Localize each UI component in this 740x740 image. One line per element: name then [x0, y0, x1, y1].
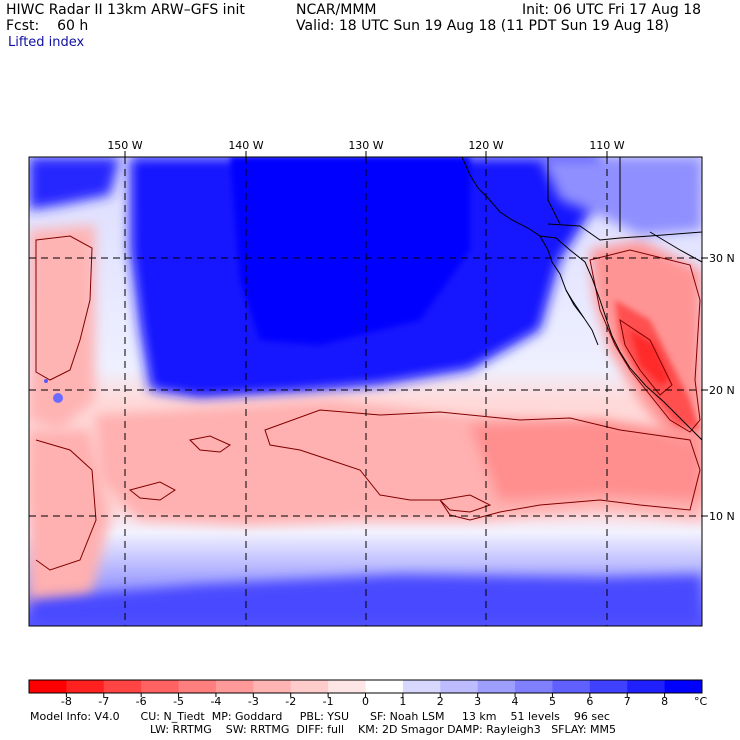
colorbar-swatch	[440, 680, 479, 693]
colorbar-swatch	[290, 680, 329, 693]
colorbar-tick-label: 4	[512, 695, 519, 708]
colorbar-swatch	[515, 680, 553, 693]
colorbar-swatch	[178, 680, 217, 693]
colorbar-swatch	[215, 680, 254, 693]
colorbar-tick-label: 2	[437, 695, 444, 708]
field-name: Lifted index	[8, 35, 85, 50]
colorbar-swatch	[664, 680, 703, 693]
colorbar-tick-label: -5	[173, 695, 184, 708]
colorbar-swatch	[66, 680, 105, 693]
lat-label-20n: 20 N	[709, 384, 735, 397]
colorbar-swatch	[103, 680, 142, 693]
fcst-label: Fcst:	[6, 18, 40, 34]
valid-time: Valid: 18 UTC Sun 19 Aug 18 (11 PDT Sun …	[296, 18, 670, 34]
fcst-value: 60 h	[57, 18, 89, 34]
organization: NCAR/MMM	[296, 2, 377, 18]
colorbar-swatch	[552, 680, 591, 693]
colorbar-tick-label: 5	[549, 695, 556, 708]
colorbar-tick-label: 1	[399, 695, 406, 708]
lon-label-120w: 120 W	[468, 139, 503, 152]
model-title: HIWC Radar II 13km ARW–GFS init	[6, 2, 245, 18]
colorbar-swatch	[253, 680, 292, 693]
lon-label-130w: 130 W	[348, 139, 383, 152]
colorbar: -8 -7 -6 -5 -4 -3 -2 -1 0 1 2 3 4 5 6 7 8	[28, 679, 703, 708]
colorbar-tick-label: 6	[586, 695, 593, 708]
colorbar-swatch	[141, 680, 180, 693]
model-info-line2: LW: RRTMG SW: RRTMG DIFF: full KM: 2D Sm…	[150, 723, 616, 736]
colorbar-tick-label: -7	[98, 695, 109, 708]
colorbar-tick-label: -3	[248, 695, 259, 708]
colorbar-tick-label: -1	[323, 695, 334, 708]
lat-label-10n: 10 N	[709, 510, 735, 523]
lat-label-30n: 30 N	[709, 252, 735, 265]
colorbar-unit: °C	[694, 695, 708, 708]
lon-label-110w: 110 W	[589, 139, 624, 152]
graticule	[29, 157, 702, 626]
colorbar-swatch	[589, 680, 628, 693]
colorbar-swatch	[627, 680, 666, 693]
forecast-hour: Fcst: 60 h	[6, 18, 88, 34]
colorbar-tick-label: 0	[362, 695, 369, 708]
contour-lines	[35, 235, 701, 571]
colorbar-swatch	[29, 680, 67, 693]
colorbar-tick-label: 8	[661, 695, 668, 708]
lon-label-140w: 140 W	[228, 139, 263, 152]
colorbar-tick-label: -6	[136, 695, 147, 708]
colorbar-tick-label: 7	[624, 695, 631, 708]
frame-ticks	[124, 151, 708, 517]
colorbar-swatch	[365, 680, 404, 693]
lon-label-150w: 150 W	[107, 139, 142, 152]
model-info-line1: Model Info: V4.0 CU: N_Tiedt MP: Goddard…	[30, 710, 610, 723]
init-time: Init: 06 UTC Fri 17 Aug 18	[522, 2, 702, 18]
colorbar-tick-label: -8	[61, 695, 72, 708]
colorbar-tick-label: -2	[285, 695, 296, 708]
colorbar-tick-label: -4	[210, 695, 221, 708]
colorbar-swatch	[402, 680, 441, 693]
colorbar-tick-label: 3	[474, 695, 481, 708]
colorbar-swatch	[477, 680, 516, 693]
colorbar-swatch	[328, 680, 366, 693]
